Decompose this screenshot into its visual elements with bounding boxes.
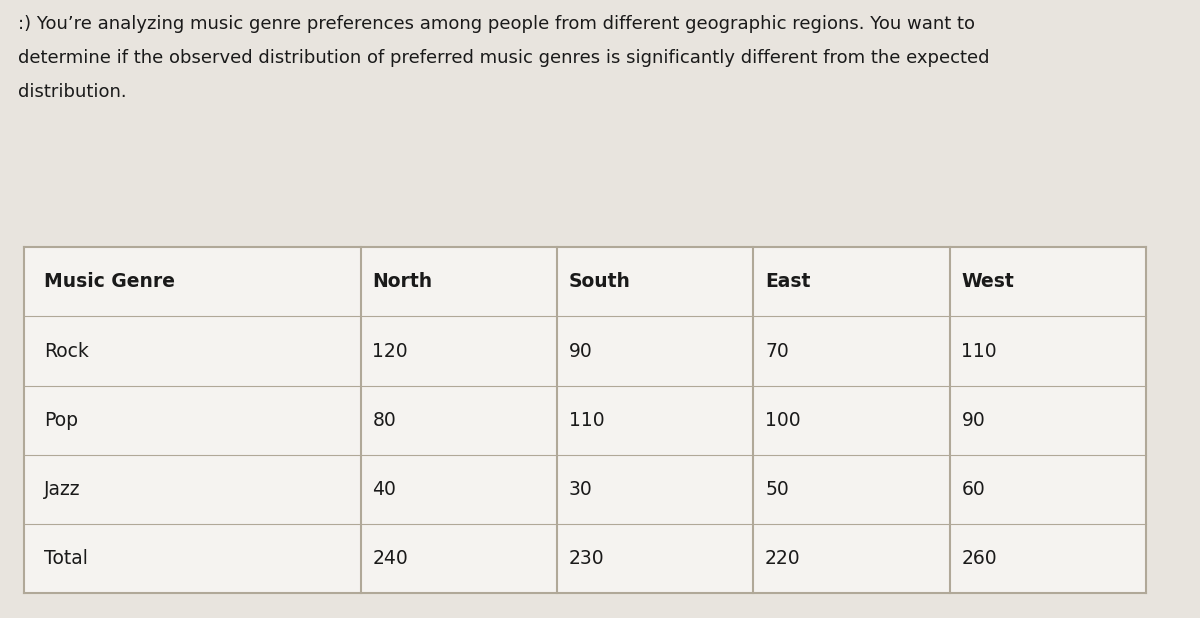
Text: 120: 120 bbox=[372, 342, 408, 360]
Text: Rock: Rock bbox=[44, 342, 89, 360]
Text: distribution.: distribution. bbox=[18, 83, 127, 101]
Text: 110: 110 bbox=[569, 411, 605, 430]
Text: 230: 230 bbox=[569, 549, 605, 568]
Text: North: North bbox=[372, 273, 432, 291]
Text: 90: 90 bbox=[569, 342, 593, 360]
Text: Total: Total bbox=[44, 549, 88, 568]
Text: 90: 90 bbox=[961, 411, 985, 430]
Text: West: West bbox=[961, 273, 1014, 291]
Text: Music Genre: Music Genre bbox=[44, 273, 175, 291]
Text: 80: 80 bbox=[372, 411, 396, 430]
Text: 30: 30 bbox=[569, 480, 593, 499]
Text: 110: 110 bbox=[961, 342, 997, 360]
Bar bbox=[24, 247, 1146, 593]
Text: Pop: Pop bbox=[44, 411, 78, 430]
Text: South: South bbox=[569, 273, 631, 291]
Text: 70: 70 bbox=[766, 342, 788, 360]
Text: 50: 50 bbox=[766, 480, 788, 499]
Text: 40: 40 bbox=[372, 480, 396, 499]
Text: 240: 240 bbox=[372, 549, 408, 568]
Text: determine if the observed distribution of preferred music genres is significantl: determine if the observed distribution o… bbox=[18, 49, 990, 67]
Text: 220: 220 bbox=[766, 549, 800, 568]
Text: Jazz: Jazz bbox=[44, 480, 80, 499]
Text: 260: 260 bbox=[961, 549, 997, 568]
Text: :) You’re analyzing music genre preferences among people from different geograph: :) You’re analyzing music genre preferen… bbox=[18, 15, 974, 33]
Text: East: East bbox=[766, 273, 810, 291]
Text: 100: 100 bbox=[766, 411, 800, 430]
Text: 60: 60 bbox=[961, 480, 985, 499]
